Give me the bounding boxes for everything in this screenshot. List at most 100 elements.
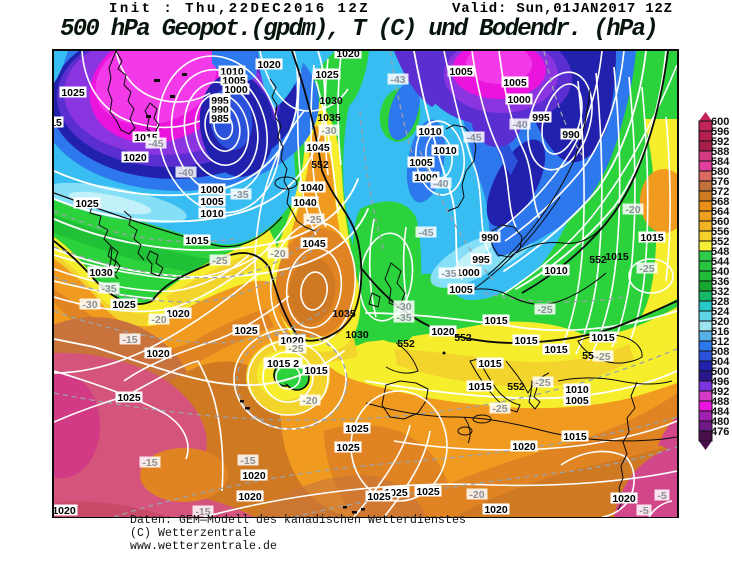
svg-text:-45: -45: [418, 227, 433, 239]
svg-text:1020: 1020: [123, 152, 147, 164]
svg-text:1025: 1025: [61, 87, 85, 99]
svg-text:552: 552: [454, 332, 472, 344]
svg-text:1030: 1030: [319, 95, 343, 107]
svg-text:-20: -20: [625, 204, 640, 216]
svg-text:1010: 1010: [418, 126, 442, 138]
svg-text:1025: 1025: [117, 392, 141, 404]
svg-text:-20: -20: [469, 489, 484, 501]
svg-text:1015: 1015: [563, 431, 587, 443]
svg-text:-25: -25: [288, 343, 303, 355]
svg-text:1025: 1025: [75, 198, 99, 210]
svg-text:1025: 1025: [336, 442, 360, 454]
svg-text:1040: 1040: [300, 182, 324, 194]
svg-text:1020: 1020: [238, 491, 262, 503]
svg-text:-25: -25: [492, 403, 507, 415]
svg-text:1035: 1035: [332, 308, 356, 320]
svg-text:552: 552: [589, 254, 607, 266]
svg-text:1020: 1020: [146, 348, 170, 360]
svg-text:1000: 1000: [507, 94, 531, 106]
svg-text:-45: -45: [148, 138, 163, 150]
svg-text:1025: 1025: [345, 423, 369, 435]
svg-text:990: 990: [481, 232, 499, 244]
svg-text:1020: 1020: [242, 470, 266, 482]
svg-text:-25: -25: [639, 263, 654, 275]
svg-text:1020: 1020: [336, 51, 360, 60]
svg-text:1020: 1020: [512, 441, 536, 453]
svg-text:1015: 1015: [304, 365, 328, 377]
svg-text:1045: 1045: [306, 142, 330, 154]
svg-text:1015: 1015: [514, 335, 538, 347]
svg-text:-20: -20: [302, 395, 317, 407]
svg-text:1000: 1000: [200, 184, 224, 196]
svg-text:995: 995: [472, 254, 490, 266]
svg-text:-20: -20: [270, 248, 285, 260]
svg-text:-35: -35: [233, 189, 248, 201]
svg-text:1015: 1015: [484, 315, 508, 327]
svg-text:15: 15: [54, 117, 62, 129]
svg-text:-40: -40: [433, 178, 448, 190]
svg-text:1025: 1025: [234, 325, 258, 337]
svg-text:-30: -30: [396, 301, 411, 313]
svg-text:-35: -35: [396, 312, 411, 324]
svg-text:1010: 1010: [433, 145, 457, 157]
svg-text:-15: -15: [122, 334, 137, 346]
svg-text:990: 990: [562, 129, 580, 141]
svg-text:552: 552: [311, 159, 329, 171]
svg-text:1025: 1025: [315, 69, 339, 81]
svg-text:-43: -43: [390, 74, 405, 86]
svg-text:1005: 1005: [200, 196, 224, 208]
svg-text:-25: -25: [535, 377, 550, 389]
svg-text:-30: -30: [82, 299, 97, 311]
svg-text:1015: 1015: [591, 332, 615, 344]
svg-text:-25: -25: [212, 255, 227, 267]
svg-text:1030: 1030: [89, 267, 113, 279]
svg-text:1020: 1020: [612, 493, 636, 505]
svg-text:-25: -25: [537, 304, 552, 316]
svg-text:1005: 1005: [565, 395, 589, 407]
svg-text:552: 552: [397, 338, 415, 350]
svg-text:1040: 1040: [293, 197, 317, 209]
svg-text:1025: 1025: [367, 491, 391, 503]
svg-text:1015: 1015: [640, 232, 664, 244]
svg-text:1005: 1005: [449, 66, 473, 78]
svg-text:-5: -5: [639, 505, 648, 517]
svg-text:-35: -35: [101, 283, 116, 295]
svg-text:552: 552: [507, 381, 525, 393]
svg-text:1000: 1000: [456, 267, 480, 279]
svg-text:1015: 1015: [185, 235, 209, 247]
svg-text:1010: 1010: [565, 384, 589, 396]
svg-text:-15: -15: [142, 457, 157, 469]
svg-text:1000: 1000: [224, 84, 248, 96]
svg-text:-25: -25: [595, 351, 610, 363]
svg-text:985: 985: [211, 113, 229, 125]
svg-text:1020: 1020: [257, 59, 281, 71]
svg-text:1015: 1015: [544, 344, 568, 356]
svg-text:995: 995: [532, 112, 550, 124]
svg-text:-45: -45: [466, 132, 481, 144]
svg-text:1015: 1015: [605, 251, 629, 263]
svg-text:1010: 1010: [200, 208, 224, 220]
svg-text:1030: 1030: [345, 329, 369, 341]
svg-text:1005: 1005: [449, 284, 473, 296]
svg-text:-40: -40: [512, 119, 527, 131]
svg-text:-25: -25: [306, 214, 321, 226]
svg-text:1035: 1035: [317, 112, 341, 124]
svg-text:-15: -15: [195, 506, 210, 517]
svg-text:1005: 1005: [503, 77, 527, 89]
svg-text:1010: 1010: [544, 265, 568, 277]
svg-text:1020: 1020: [484, 504, 508, 516]
svg-text:1020: 1020: [431, 326, 455, 338]
svg-text:55: 55: [582, 350, 594, 362]
svg-text:1020: 1020: [54, 505, 76, 517]
svg-text:1015 2: 1015 2: [267, 358, 299, 370]
svg-text:-30: -30: [321, 125, 336, 137]
svg-text:1025: 1025: [112, 299, 136, 311]
svg-text:1005: 1005: [409, 157, 433, 169]
svg-text:1025: 1025: [416, 486, 440, 498]
svg-text:1015: 1015: [468, 381, 492, 393]
svg-text:-20: -20: [151, 314, 166, 326]
svg-text:-35: -35: [441, 268, 456, 280]
svg-text:-5: -5: [657, 490, 666, 502]
svg-text:-40: -40: [178, 167, 193, 179]
svg-text:1015: 1015: [478, 358, 502, 370]
